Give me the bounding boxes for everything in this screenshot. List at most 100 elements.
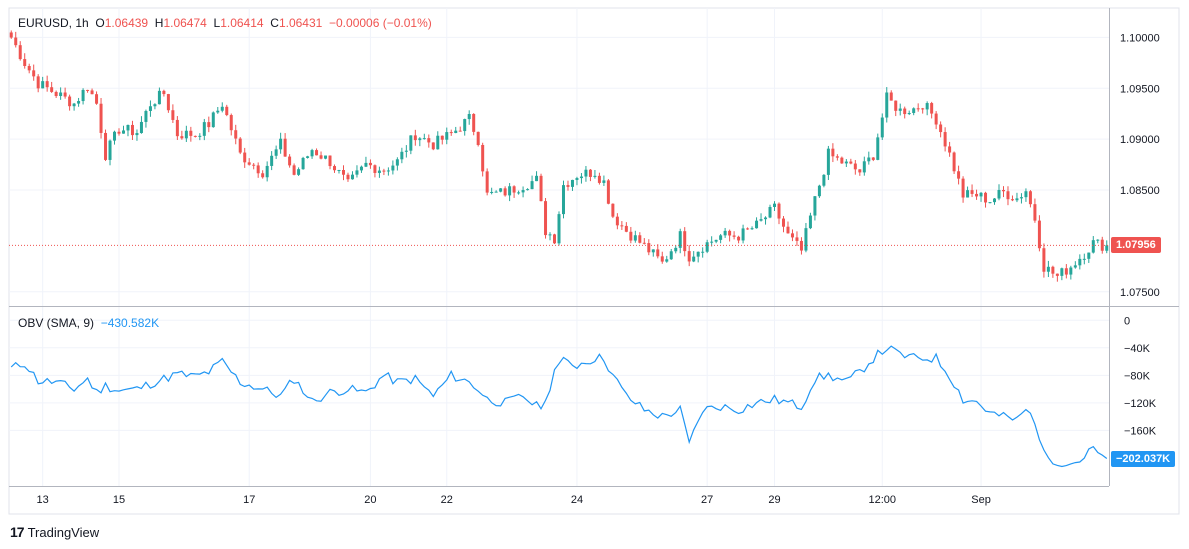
candle-body[interactable] (247, 162, 251, 165)
candle-body[interactable] (86, 89, 90, 91)
candle-body[interactable] (144, 110, 148, 122)
candle-body[interactable] (436, 135, 440, 150)
candle-body[interactable] (526, 189, 530, 191)
candle-body[interactable] (319, 155, 323, 159)
candle-body[interactable] (494, 191, 498, 193)
candle-body[interactable] (575, 178, 579, 180)
interval[interactable]: 1h (75, 16, 89, 30)
candle-body[interactable] (732, 235, 736, 237)
candle-body[interactable] (683, 231, 687, 252)
candle-body[interactable] (256, 165, 260, 174)
candle-body[interactable] (463, 119, 467, 132)
tradingview-branding[interactable]: 17 TradingView (10, 524, 99, 540)
candle-body[interactable] (355, 170, 359, 175)
candle-body[interactable] (903, 108, 907, 115)
candle-body[interactable] (368, 162, 372, 166)
candle-body[interactable] (324, 155, 328, 159)
candle-body[interactable] (184, 130, 188, 139)
candle-body[interactable] (934, 113, 938, 125)
candle-body[interactable] (211, 112, 215, 128)
candle-body[interactable] (503, 188, 507, 196)
candle-body[interactable] (45, 81, 49, 88)
candle-body[interactable] (377, 170, 381, 173)
candle-body[interactable] (395, 159, 399, 166)
candle-body[interactable] (1073, 265, 1077, 268)
candle-body[interactable] (1055, 273, 1059, 276)
candle-body[interactable] (72, 103, 76, 107)
time-axis[interactable]: 13 15 17 20 22 24 27 29 12:00 Sep (37, 494, 991, 506)
candle-body[interactable] (876, 137, 880, 160)
candle-body[interactable] (952, 152, 956, 172)
candle-body[interactable] (148, 106, 152, 111)
candle-body[interactable] (77, 101, 81, 104)
candle-body[interactable] (113, 131, 117, 141)
candle-body[interactable] (108, 140, 112, 160)
candle-body[interactable] (36, 76, 40, 89)
candle-body[interactable] (198, 135, 202, 137)
candle-body[interactable] (692, 256, 696, 262)
candle-body[interactable] (633, 235, 637, 241)
candle-body[interactable] (826, 148, 830, 175)
candle-body[interactable] (418, 138, 422, 141)
candle-body[interactable] (984, 192, 988, 203)
candle-body[interactable] (1037, 220, 1041, 249)
candle-body[interactable] (795, 237, 799, 241)
candle-body[interactable] (701, 251, 705, 253)
candle-body[interactable] (310, 150, 314, 157)
candle-body[interactable] (957, 171, 961, 179)
candle-body[interactable] (220, 106, 224, 111)
candle-body[interactable] (54, 91, 58, 97)
candle-body[interactable] (741, 228, 745, 241)
candle-body[interactable] (1091, 240, 1095, 253)
candle-body[interactable] (687, 251, 691, 262)
candle-body[interactable] (458, 130, 462, 132)
candle-body[interactable] (961, 178, 965, 198)
candle-body[interactable] (32, 70, 36, 77)
candle-body[interactable] (490, 191, 494, 193)
candle-body[interactable] (602, 180, 606, 183)
candle-body[interactable] (773, 203, 777, 207)
candle-body[interactable] (1051, 266, 1055, 274)
candle-body[interactable] (759, 219, 763, 221)
candle-body[interactable] (988, 202, 992, 204)
candle-body[interactable] (894, 100, 898, 111)
candle-body[interactable] (642, 242, 646, 244)
candle-body[interactable] (790, 233, 794, 238)
candle-body[interactable] (862, 161, 866, 173)
candle-body[interactable] (440, 135, 444, 140)
candle-body[interactable] (9, 32, 13, 38)
candle-body[interactable] (135, 133, 139, 136)
candle-body[interactable] (337, 170, 341, 172)
candle-body[interactable] (238, 138, 242, 153)
candle-body[interactable] (579, 176, 583, 179)
obv-label[interactable]: OBV (SMA, 9) (18, 316, 95, 330)
candle-body[interactable] (166, 94, 170, 111)
candle-body[interactable] (485, 171, 489, 193)
candle-body[interactable] (588, 169, 592, 177)
candle-body[interactable] (750, 228, 754, 230)
candle-body[interactable] (629, 231, 633, 241)
candle-body[interactable] (844, 161, 848, 164)
candle-body[interactable] (840, 157, 844, 164)
candle-body[interactable] (422, 138, 426, 140)
candle-body[interactable] (130, 124, 134, 136)
candle-body[interactable] (373, 165, 377, 173)
candle-body[interactable] (638, 235, 642, 243)
candle-body[interactable] (391, 165, 395, 171)
candle-body[interactable] (1100, 239, 1104, 251)
candle-body[interactable] (696, 251, 700, 257)
candle-body[interactable] (207, 122, 211, 128)
candle-body[interactable] (570, 179, 574, 187)
candle-body[interactable] (939, 124, 943, 133)
candle-body[interactable] (1069, 267, 1073, 275)
candle-body[interactable] (777, 203, 781, 219)
candle-body[interactable] (925, 103, 929, 110)
candle-body[interactable] (871, 157, 875, 160)
candle-body[interactable] (517, 192, 521, 194)
candle-body[interactable] (723, 230, 727, 236)
price-pane-candles[interactable] (9, 30, 1109, 282)
candle-body[interactable] (467, 113, 471, 120)
candle-body[interactable] (512, 186, 516, 193)
candle-body[interactable] (997, 189, 1001, 199)
